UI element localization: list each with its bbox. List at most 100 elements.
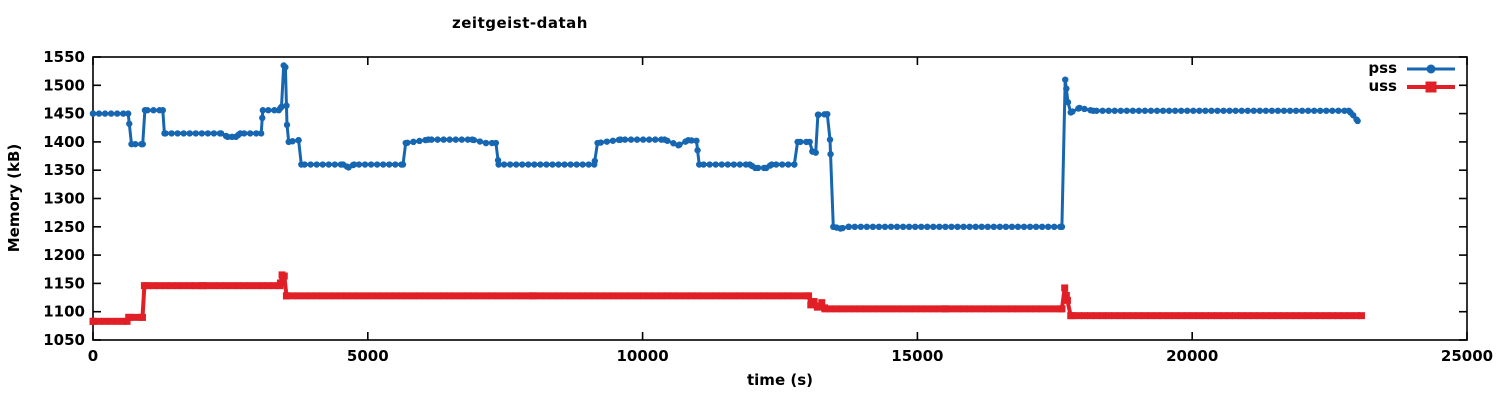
- uss-data-marker: [409, 292, 417, 300]
- uss-data-marker: [119, 317, 127, 325]
- pss-data-marker: [1064, 99, 1072, 106]
- pss-data-marker: [1262, 107, 1270, 114]
- pss-data-marker: [216, 130, 224, 137]
- pss-data-marker: [851, 223, 858, 230]
- uss-data-marker: [1099, 312, 1107, 320]
- pss-data-marker: [645, 136, 653, 143]
- pss-data-marker: [313, 161, 320, 168]
- pss-data-marker: [434, 136, 441, 143]
- pss-data-marker: [210, 130, 218, 137]
- pss-data-marker: [282, 63, 289, 71]
- pss-data-marker: [1184, 107, 1191, 114]
- pss-data-marker: [785, 161, 792, 168]
- pss-data-marker: [676, 141, 683, 148]
- pss-data-marker: [772, 161, 780, 168]
- uss-data-marker: [240, 282, 248, 290]
- pss-data-marker: [1226, 107, 1233, 114]
- uss-data-marker: [422, 292, 430, 300]
- uss-data-marker: [506, 292, 514, 300]
- uss-data-marker: [434, 292, 442, 300]
- uss-data-marker: [1087, 312, 1095, 320]
- pss-data-marker: [990, 223, 997, 230]
- legend: pss uss: [1368, 61, 1455, 94]
- uss-data-marker: [863, 305, 871, 313]
- pss-data-marker: [95, 110, 103, 117]
- y-tick-label: 1400: [43, 133, 85, 151]
- pss-data-marker: [259, 114, 266, 122]
- pss-data-marker: [124, 110, 132, 117]
- pss-data-marker: [954, 223, 961, 230]
- uss-data-marker: [548, 292, 556, 300]
- pss-data-marker: [924, 223, 931, 230]
- uss-data-marker: [567, 292, 575, 300]
- pss-data-marker: [1141, 107, 1149, 114]
- uss-data-marker: [192, 282, 200, 290]
- uss-data-marker: [301, 292, 309, 300]
- pss-data-marker: [162, 130, 169, 137]
- uss-data-marker: [990, 305, 998, 313]
- pss-data-marker: [881, 223, 889, 230]
- uss-data-marker: [573, 292, 581, 300]
- pss-data-marker: [240, 130, 248, 137]
- pss-data-marker: [525, 161, 532, 168]
- y-tick-label: 1050: [43, 331, 85, 349]
- pss-data-marker: [760, 164, 768, 172]
- pss-data-marker: [815, 111, 822, 118]
- pss-data-marker: [1311, 107, 1318, 114]
- pss-data-marker: [416, 137, 423, 145]
- uss-data-marker: [1123, 312, 1131, 320]
- uss-data-marker: [1062, 291, 1070, 299]
- uss-data-marker: [536, 292, 544, 300]
- uss-data-marker: [246, 282, 254, 290]
- pss-data-marker: [573, 161, 580, 168]
- uss-data-marker: [561, 292, 569, 300]
- uss-data-marker: [373, 292, 381, 300]
- pss-data-marker: [718, 161, 725, 168]
- pss-data-marker: [561, 161, 568, 168]
- x-tick-label: 20000: [1166, 347, 1218, 365]
- uss-data-marker: [337, 292, 345, 300]
- uss-data-marker: [833, 305, 841, 313]
- pss-data-marker: [826, 136, 834, 143]
- uss-data-marker: [1050, 305, 1058, 313]
- pss-data-marker: [295, 137, 302, 144]
- uss-data-marker: [168, 282, 176, 290]
- uss-data-marker: [972, 305, 980, 313]
- uss-data-marker: [1135, 312, 1143, 320]
- x-tick-label: 0: [88, 347, 98, 365]
- uss-data-marker: [210, 282, 218, 290]
- pss-data-marker: [1286, 107, 1294, 114]
- uss-data-marker: [555, 292, 563, 300]
- pss-data-marker: [1026, 223, 1034, 230]
- pss-data-marker: [386, 161, 393, 168]
- pss-data-marker: [101, 110, 109, 117]
- pss-data-marker: [1075, 105, 1082, 112]
- uss-data-marker: [857, 305, 865, 313]
- uss-data-marker: [597, 292, 605, 300]
- pss-data-marker: [1171, 107, 1179, 114]
- uss-data-marker: [790, 292, 798, 300]
- pss-data-marker: [1014, 223, 1022, 230]
- y-tick-label: 1550: [43, 48, 85, 66]
- pss-data-marker: [693, 137, 700, 144]
- pss-data-marker: [404, 139, 411, 146]
- pss-data-marker: [107, 110, 115, 117]
- uss-data-marker: [808, 299, 816, 307]
- pss-data-marker: [1008, 223, 1016, 230]
- uss-data-marker: [198, 282, 206, 290]
- uss-data-marker: [131, 313, 139, 321]
- pss-data-marker: [506, 161, 514, 168]
- pss-data-marker: [1178, 107, 1185, 114]
- uss-line-sample: [1407, 81, 1455, 93]
- uss-data-marker: [494, 292, 502, 300]
- uss-data-marker: [228, 282, 236, 290]
- x-tick-label: 10000: [617, 347, 669, 365]
- pss-data-marker: [1105, 107, 1112, 114]
- uss-data-marker: [1061, 284, 1069, 292]
- uss-data-marker: [1213, 312, 1221, 320]
- pss-data-marker: [930, 223, 937, 230]
- pss-data-marker: [192, 130, 199, 137]
- legend-label-pss: pss: [1368, 59, 1397, 77]
- pss-data-marker: [422, 136, 429, 144]
